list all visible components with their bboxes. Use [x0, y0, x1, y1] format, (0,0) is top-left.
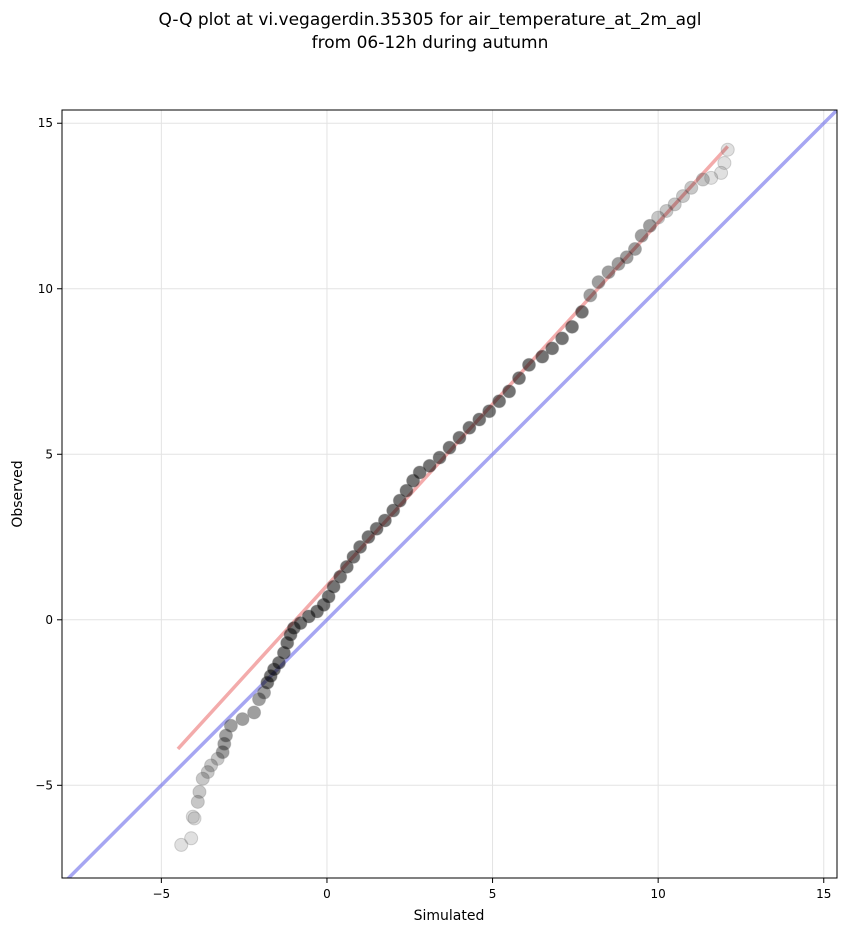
quantile-point-4 — [190, 794, 205, 809]
quantile-point-39 — [386, 503, 401, 518]
quantile-point-49 — [472, 412, 487, 427]
quantile-point-69 — [659, 203, 674, 218]
y-axis-ticks: −5 0 5 10 15 — [35, 116, 62, 792]
quantile-point-5 — [192, 784, 207, 799]
x-axis-label: Simulated — [414, 908, 485, 924]
quantile-point-1 — [184, 831, 199, 846]
quantile-point-13 — [223, 718, 238, 733]
quantile-point-59 — [574, 304, 589, 319]
quantile-point-11 — [217, 736, 232, 751]
quantile-point-0 — [174, 837, 189, 852]
quantile-point-48 — [462, 420, 477, 435]
x-tick-label-1: 0 — [323, 887, 331, 901]
quantile-point-50 — [482, 404, 497, 419]
quantile-point-73 — [695, 172, 710, 187]
quantile-point-44 — [422, 458, 437, 473]
chart-title-line-1: Q-Q plot at vi.vegagerdin.35305 for air_… — [158, 10, 701, 30]
x-axis-ticks: −5 0 5 10 15 — [153, 878, 831, 901]
quantile-point-67 — [642, 218, 657, 233]
quantile-point-70 — [667, 197, 682, 212]
quantile-point-55 — [535, 349, 550, 364]
grid-lines — [62, 110, 837, 878]
quantile-point-6 — [195, 771, 210, 786]
y-tick-label-3: 10 — [38, 282, 53, 296]
quantile-point-37 — [369, 521, 384, 536]
quantile-point-62 — [601, 265, 616, 280]
quantile-point-68 — [651, 210, 666, 225]
quantile-point-56 — [545, 341, 560, 356]
quantile-point-63 — [611, 256, 626, 271]
quantile-point-57 — [555, 331, 570, 346]
quantile-point-7 — [200, 765, 215, 780]
quantile-point-12 — [218, 728, 233, 743]
quantile-point-53 — [512, 371, 527, 386]
plot-series — [66, 110, 837, 878]
quantile-point-35 — [353, 539, 368, 554]
quantile-point-74 — [704, 170, 719, 185]
y-tick-label-2: 5 — [45, 447, 53, 461]
quantile-point-64 — [619, 250, 634, 265]
x-tick-label-4: 15 — [816, 887, 831, 901]
quantile-point-72 — [684, 180, 699, 195]
y-tick-label-1: 0 — [45, 613, 53, 627]
quantile-point-43 — [412, 465, 427, 480]
x-tick-label-3: 10 — [651, 887, 666, 901]
quantile-point-66 — [634, 228, 649, 243]
quantile-point-9 — [210, 751, 225, 766]
reference-line — [66, 110, 837, 878]
quantile-point-8 — [204, 758, 219, 773]
quantile-point-2 — [187, 811, 202, 826]
quantile-point-3 — [185, 809, 200, 824]
quantile-point-71 — [675, 189, 690, 204]
quantile-point-15 — [247, 705, 262, 720]
quantile-point-41 — [399, 483, 414, 498]
quantile-point-61 — [591, 275, 606, 290]
quantile-point-40 — [392, 493, 407, 508]
quantile-point-16 — [252, 692, 267, 707]
x-tick-label-0: −5 — [153, 887, 171, 901]
quantile-point-58 — [565, 319, 580, 334]
quantile-point-51 — [492, 394, 507, 409]
quantile-point-47 — [452, 430, 467, 445]
quantile-point-52 — [502, 384, 517, 399]
quantile-point-54 — [521, 357, 536, 372]
y-tick-label-4: 15 — [38, 116, 53, 130]
y-axis-label: Observed — [10, 460, 26, 527]
quantile-point-65 — [627, 242, 642, 257]
quantile-point-31 — [326, 579, 341, 594]
quantile-point-38 — [377, 513, 392, 528]
quantile-point-36 — [361, 530, 376, 545]
quantile-point-34 — [346, 549, 361, 564]
x-tick-label-2: 5 — [489, 887, 497, 901]
quantile-point-77 — [720, 142, 735, 157]
quantile-point-14 — [235, 712, 250, 727]
quantile-point-46 — [442, 440, 457, 455]
quantile-point-32 — [333, 569, 348, 584]
plot-frame — [61, 109, 838, 879]
y-tick-label-0: −5 — [35, 778, 53, 792]
quantile-point-60 — [583, 288, 598, 303]
quantile-point-76 — [717, 155, 732, 170]
quantile-point-10 — [215, 745, 230, 760]
quantile-point-45 — [432, 450, 447, 465]
quantile-point-33 — [339, 559, 354, 574]
chart-title-line-2: from 06-12h during autumn — [312, 33, 549, 53]
quantile-point-75 — [714, 165, 729, 180]
